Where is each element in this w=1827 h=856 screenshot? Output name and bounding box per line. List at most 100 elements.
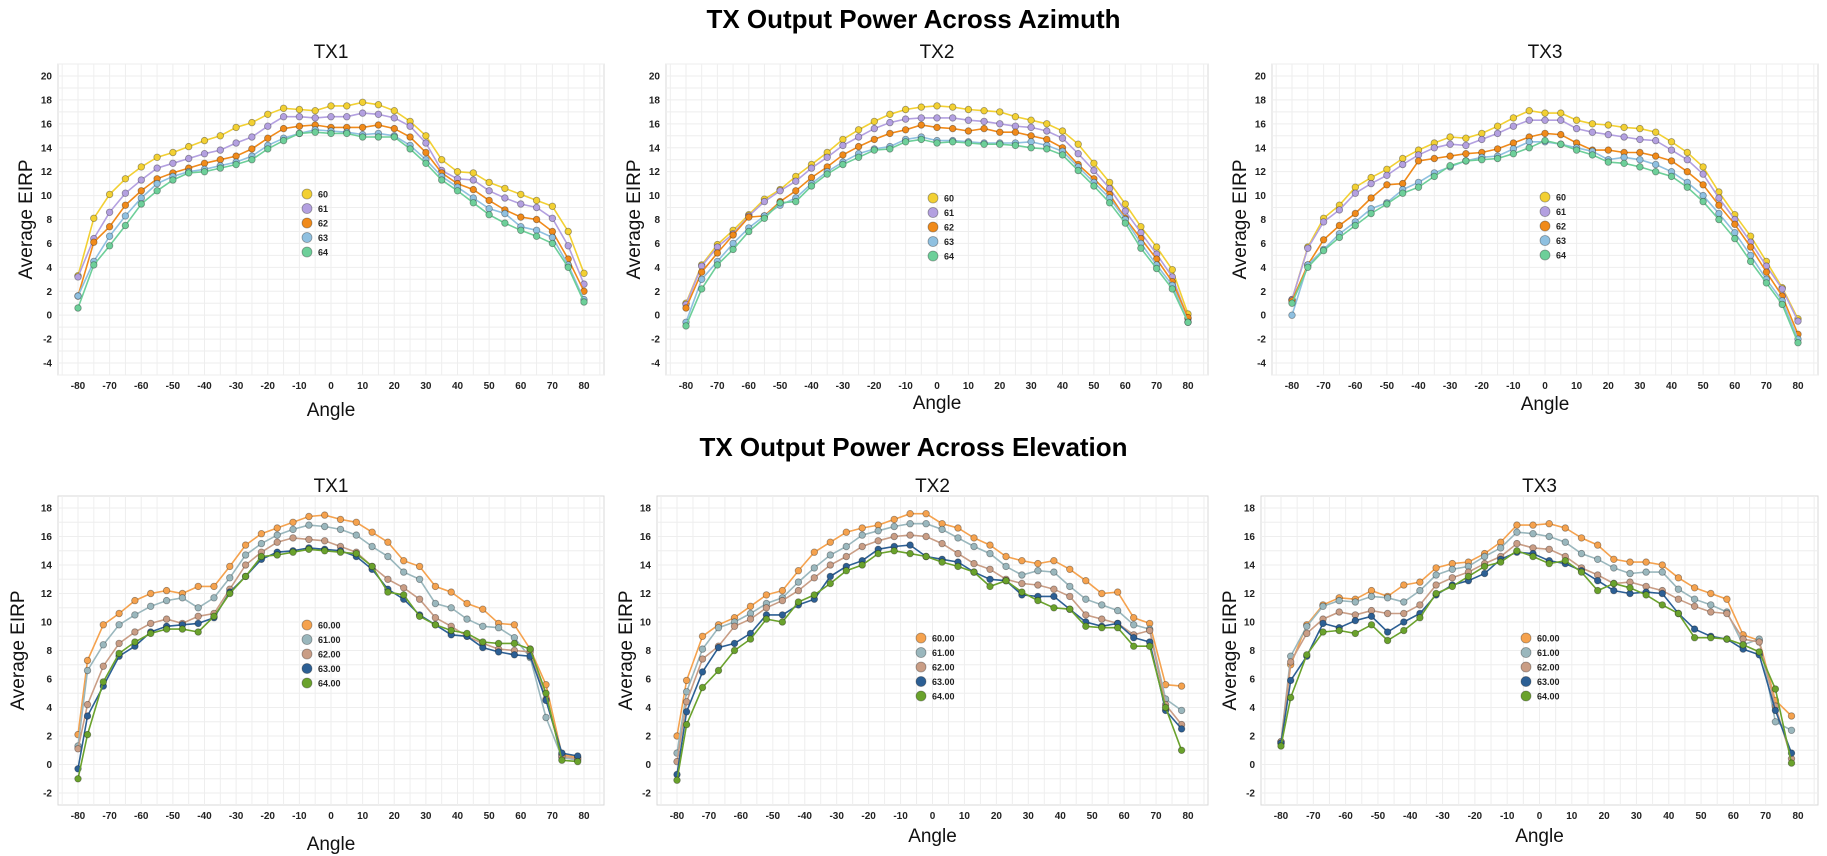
data-point (194, 582, 202, 591)
data-point (1771, 706, 1780, 715)
y-tick-label: 6 (46, 239, 52, 250)
x-tick-label: 50 (1087, 811, 1099, 822)
data-point (321, 547, 329, 555)
legend-label: 64 (944, 252, 954, 262)
data-point (1690, 602, 1699, 610)
data-point (406, 145, 414, 153)
legend-label: 63.00 (932, 677, 955, 687)
data-point (406, 133, 414, 141)
legend-marker (927, 192, 939, 204)
data-point (289, 548, 297, 556)
x-tick-label: 10 (963, 381, 975, 392)
data-point (729, 231, 737, 239)
y-tick-label: -2 (642, 789, 651, 800)
data-point (415, 595, 424, 603)
data-point (447, 626, 455, 635)
data-point (807, 182, 816, 190)
data-point (826, 551, 834, 559)
data-point (980, 124, 988, 133)
data-point (1011, 141, 1020, 150)
legend-marker (915, 661, 927, 673)
series-61.00 (673, 520, 1186, 757)
data-point (257, 552, 266, 561)
data-point (1430, 172, 1438, 181)
x-tick-label: 70 (1151, 381, 1163, 392)
data-point (162, 586, 171, 595)
data-point (1610, 586, 1618, 595)
data-point (1715, 201, 1723, 209)
data-point (986, 575, 994, 583)
data-point (1448, 565, 1456, 573)
data-point (1430, 144, 1438, 152)
data-point (210, 612, 218, 620)
data-point (384, 575, 392, 583)
data-point (1658, 589, 1666, 598)
data-point (232, 123, 240, 132)
data-point (1513, 539, 1521, 548)
data-point (1778, 300, 1786, 309)
x-tick-label: -20 (1475, 381, 1490, 392)
chart-title: TX1 (314, 42, 349, 63)
data-point (986, 549, 994, 558)
data-point (115, 639, 123, 648)
y-tick-label: 8 (1260, 215, 1266, 226)
data-point (327, 112, 335, 121)
data-point (1113, 624, 1122, 632)
data-point (698, 668, 707, 676)
y-axis-label: Average EIRP (1220, 590, 1241, 710)
data-point (901, 105, 910, 114)
data-point (368, 542, 376, 551)
x-tick-label: -60 (742, 381, 757, 392)
data-point (1667, 138, 1676, 146)
legend-marker (1539, 206, 1551, 217)
data-point (870, 117, 878, 126)
data-point (933, 114, 941, 122)
y-tick-label: 16 (41, 119, 53, 130)
data-point (1050, 585, 1058, 593)
data-point (933, 102, 941, 110)
data-point (1731, 220, 1739, 228)
data-point (289, 525, 297, 534)
chart-panel-1: -80 -70 -60 -50 -40 -30 -20 -10 0 10 20 30 40 50 60 70 8… (16, 42, 605, 421)
series-64 (74, 128, 588, 312)
data-point (1778, 285, 1786, 293)
y-tick-label: 18 (1244, 504, 1256, 515)
data-point (842, 542, 850, 551)
chart-panel-2: -80 -70 -60 -50 -40 -30 -20 -10 0 10 20 30 40 50 60 70 8… (624, 42, 1209, 414)
data-point (241, 561, 250, 569)
data-point (1446, 152, 1454, 160)
data-point (762, 615, 771, 623)
data-point (115, 609, 123, 618)
data-point (1651, 152, 1660, 160)
y-tick-label: 14 (1244, 561, 1256, 572)
data-point (1636, 124, 1644, 133)
data-point (839, 160, 847, 169)
data-point (1121, 200, 1129, 208)
data-point (970, 568, 978, 576)
data-point (794, 578, 803, 586)
data-point (1383, 594, 1392, 602)
data-point (105, 232, 114, 240)
legend-marker (1539, 191, 1551, 203)
y-tick-label: -2 (43, 789, 52, 800)
data-point (226, 574, 234, 582)
y-tick-label: 0 (46, 760, 52, 771)
data-point (1002, 577, 1010, 585)
x-tick-label: 10 (1566, 811, 1578, 822)
data-point (698, 632, 707, 640)
data-point (886, 145, 894, 153)
legend-marker (915, 676, 927, 687)
legend-marker (1520, 690, 1532, 702)
data-point (1177, 682, 1186, 690)
data-point (1400, 609, 1408, 618)
data-point (1529, 530, 1537, 538)
data-point (1319, 628, 1327, 636)
data-point (485, 187, 493, 195)
chart-title: TX2 (920, 42, 955, 63)
data-point (494, 624, 503, 632)
y-tick-label: 18 (649, 95, 661, 106)
data-point (1787, 712, 1796, 720)
data-point (1626, 569, 1634, 578)
data-point (986, 582, 994, 591)
data-point (1755, 648, 1763, 656)
